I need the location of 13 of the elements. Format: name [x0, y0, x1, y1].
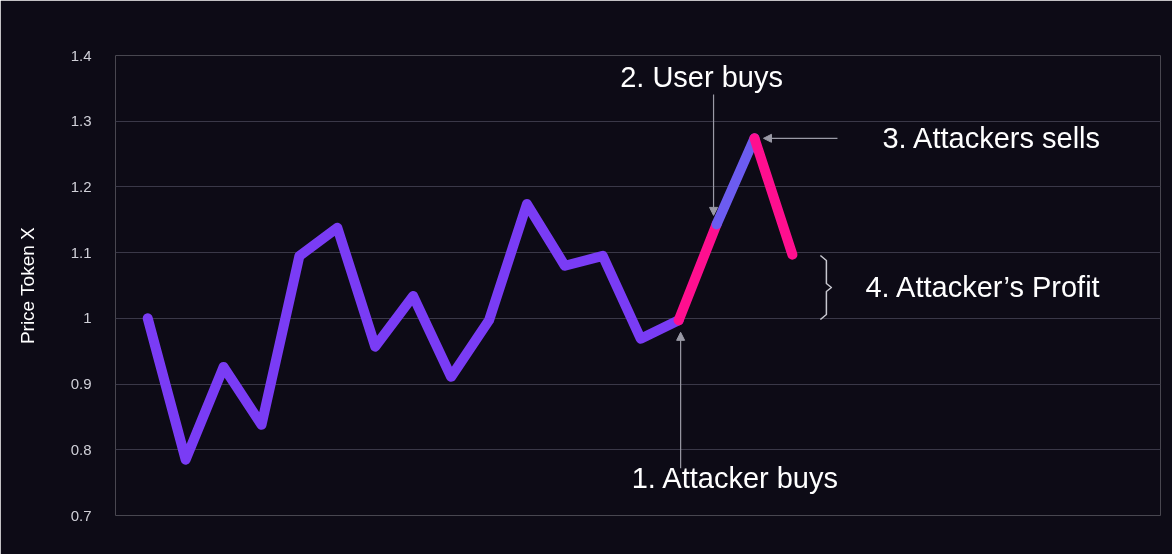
annotation: 1. Attacker buys — [631, 462, 838, 495]
y-tick-label: 1.1 — [70, 243, 92, 261]
y-tick-label: 1.3 — [70, 112, 92, 130]
y-tick-label: 1.4 — [70, 46, 92, 64]
y-tick-label: 0.9 — [70, 375, 92, 393]
annotation: 2. User buys — [620, 61, 783, 94]
y-tick-label: 0.7 — [70, 506, 92, 524]
y-tick-label: 1 — [83, 309, 92, 327]
y-tick-label: 1.2 — [70, 177, 92, 195]
y-axis-title: Price Token X — [16, 226, 38, 345]
text: 3. Attackers sells — [882, 122, 1101, 155]
y-tick-label: 0.8 — [70, 440, 92, 458]
text: 4. Attacker’s Profit — [865, 271, 1100, 304]
